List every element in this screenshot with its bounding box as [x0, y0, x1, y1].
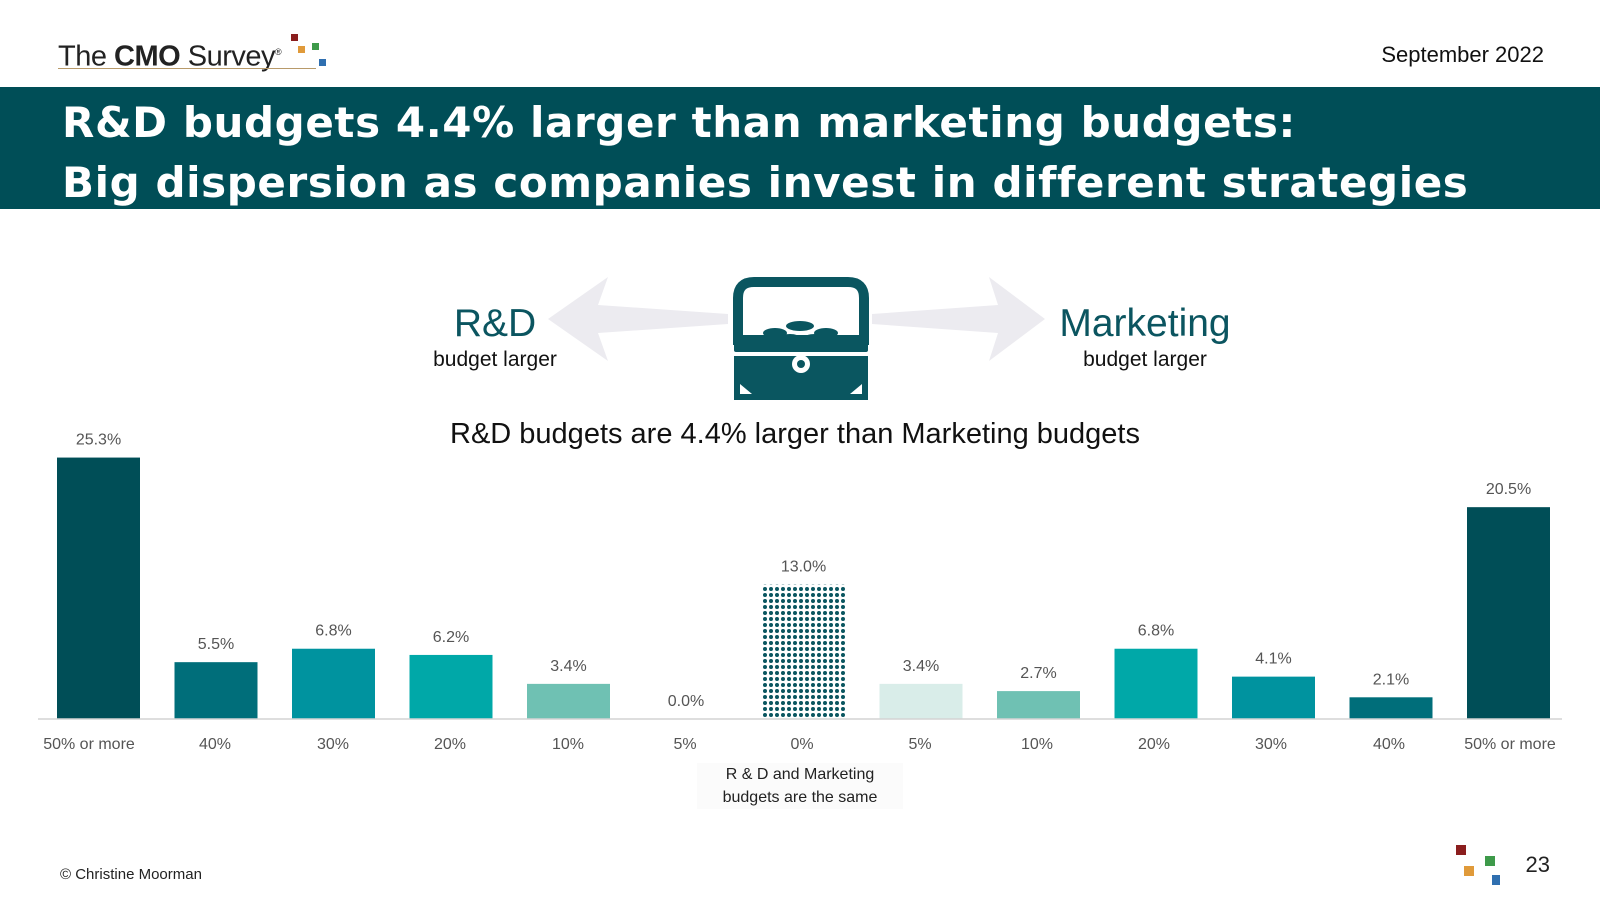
direction-arrows [548, 277, 1045, 400]
category-label: 5% [673, 736, 696, 753]
right-arrow-icon [872, 277, 1045, 361]
chart-subtitle: R&D budgets are 4.4% larger than Marketi… [450, 418, 1140, 450]
bar-value-label: 0.0% [668, 693, 704, 710]
bar [1232, 676, 1315, 719]
cmo-survey-logo: The CMO Survey® [58, 34, 326, 75]
bar-value-label: 4.1% [1255, 651, 1291, 668]
title-line-1: R&D budgets 4.4% larger than marketing b… [62, 98, 1296, 147]
category-label: 5% [908, 736, 931, 753]
slide-title: R&D budgets 4.4% larger than marketing b… [62, 93, 1468, 213]
bar-value-label: 3.4% [903, 658, 939, 675]
category-label: 50% or more [43, 736, 135, 753]
report-date: September 2022 [1381, 42, 1544, 67]
logo-underline [58, 68, 316, 69]
bar-value-label: 25.3% [76, 432, 121, 449]
logo-prefix: The [58, 40, 115, 73]
category-label: 20% [1138, 736, 1170, 753]
same-budget-note: R & D and Marketing budgets are the same [697, 763, 903, 809]
bar-value-label: 13.0% [781, 559, 826, 576]
bar [174, 662, 258, 719]
bar-value-label: 6.8% [1138, 623, 1174, 640]
left-arrow-icon [548, 277, 728, 361]
logo-square-orange [298, 46, 305, 53]
logo-bold: CMO [114, 40, 181, 73]
title-line-2: Big dispersion as companies invest in di… [62, 158, 1469, 207]
marketing-direction-label: Marketing budget larger [1040, 302, 1250, 374]
rd-label: R&D [453, 302, 537, 345]
category-label: 10% [552, 736, 584, 753]
bar-value-label: 5.5% [198, 636, 234, 653]
bar [1349, 697, 1433, 719]
footer-logo-squares-icon [1456, 845, 1500, 885]
rd-sublabel: budget larger [433, 348, 557, 371]
bar [1467, 507, 1550, 719]
logo-square-red [291, 34, 298, 41]
category-label: 30% [1255, 736, 1287, 753]
category-label: 30% [317, 736, 349, 753]
logo-square-green [312, 43, 319, 50]
bar-value-label: 6.2% [433, 629, 469, 646]
logo-suffix: Survey [180, 40, 276, 73]
bar [409, 654, 493, 719]
bar [57, 457, 140, 719]
bar [762, 584, 845, 719]
bar [527, 683, 610, 719]
marketing-label: Marketing [1059, 302, 1231, 345]
rd-direction-label: R&D budget larger [400, 302, 590, 374]
category-label: 40% [1373, 736, 1405, 753]
title-banner: R&D budgets 4.4% larger than marketing b… [0, 87, 1600, 209]
logo-square-blue [319, 59, 326, 66]
logo-registered-mark: ® [275, 47, 282, 57]
category-label: 20% [434, 736, 466, 753]
bar [879, 683, 963, 719]
bar [292, 648, 375, 719]
bar [1114, 648, 1198, 719]
marketing-sublabel: budget larger [1083, 348, 1207, 371]
treasure-chest-icon [733, 277, 869, 400]
bar [997, 691, 1080, 719]
category-label: 40% [199, 736, 231, 753]
copyright: © Christine Moorman [60, 866, 202, 883]
bar-value-label: 6.8% [315, 623, 351, 640]
bar-value-label: 2.1% [1373, 671, 1409, 688]
category-label: 10% [1021, 736, 1053, 753]
bar-value-label: 2.7% [1020, 665, 1056, 682]
page-number: 23 [1525, 852, 1550, 877]
bars: 25.3% 50% or more 5.5% 40% 6.8% 30% 6.2% 20% 3.4… [43, 432, 1556, 753]
budget-comparison-bar-chart: 25.3% 50% or more 5.5% 40% 6.8% 30% 6.2% 20% 3.4… [38, 432, 1562, 753]
category-label: 50% or more [1464, 736, 1556, 753]
bar-value-label: 20.5% [1486, 481, 1531, 498]
bar-value-label: 3.4% [550, 658, 586, 675]
logo-text: The CMO Survey® [58, 34, 282, 75]
category-label: 0% [790, 736, 813, 753]
